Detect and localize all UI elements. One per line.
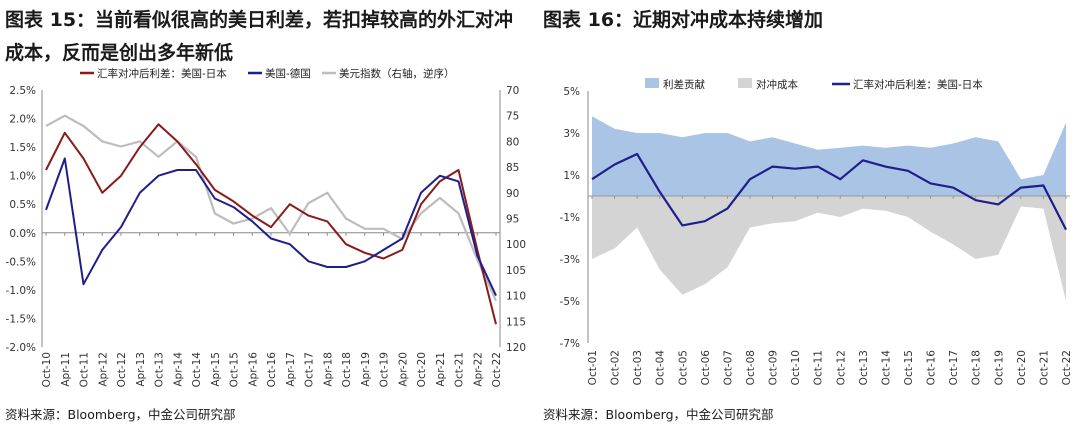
x-tick-label: Apr-16 [247,352,259,387]
x-tick-label: Oct-09 [768,350,780,385]
x-tick-label: Oct-05 [677,350,689,385]
y-tick-label: 5% [563,86,580,98]
x-tick-label: Oct-13 [154,352,166,387]
x-tick-label: Oct-11 [79,352,91,387]
x-tick-label: Oct-15 [903,350,915,385]
y-tick-label: -0.5% [6,256,36,268]
legend-label: 对冲成本 [756,78,798,91]
x-tick-label: Oct-06 [700,350,712,386]
y-tick-label-right: 70 [506,85,519,97]
y-tick-label-right: 95 [506,214,519,226]
y-tick-label: 1.5% [9,142,36,154]
x-tick-label: Oct-14 [880,350,892,386]
y-tick-label: -1.0% [6,285,36,297]
x-tick-label: Oct-21 [454,352,466,387]
y-tick-label: -5% [560,296,580,308]
y-tick-label: 2.5% [9,85,36,97]
y-tick-label: 2.0% [9,114,36,126]
chart-panel-15: 图表 15：当前看似很高的美日利差，若扣掉较高的外汇对冲成本，反而是创出多年新低… [5,9,527,422]
legend-label: 美元指数（右轴，逆序） [339,67,455,80]
y-tick-label-right: 75 [506,111,519,123]
y-tick-label-right: 120 [506,342,526,354]
area-hedge [592,196,1066,301]
x-tick-label: Oct-17 [948,350,960,385]
x-tick-label: Oct-19 [379,352,391,387]
legend-label: 汇率对冲后利差：美国-日本 [853,78,983,91]
y-tick-label: -1% [560,212,580,224]
x-tick-label: Oct-21 [1038,350,1050,385]
x-tick-label: Oct-13 [858,350,870,385]
x-tick-label: Apr-20 [397,352,409,387]
y-tick-label: 0.0% [9,228,36,240]
chart-title: 图表 15：当前看似很高的美日利差，若扣掉较高的外汇对冲成本，反而是创出多年新低 [5,9,514,64]
series-line [591,152,1067,231]
y-tick-label-right: 105 [506,265,526,277]
x-tick-label: Apr-21 [435,352,447,387]
y-tick-label: -3% [560,254,580,266]
x-tick-label: Oct-18 [971,350,983,385]
y-tick-label: -2.0% [6,342,36,354]
x-tick-label: Oct-04 [655,350,667,386]
legend-label: 汇率对冲后利差：美国-日本 [97,67,227,80]
legend-swatch [645,78,659,88]
x-tick-label: Apr-11 [60,352,72,387]
chart-15-svg: 2.5% 2.0% 1.5% 1.0% 0.5% 0.0% -0.5% -1.0% -1.5% -… [6,67,527,388]
x-tick-label: Apr-22 [472,352,484,387]
x-tick-label: Oct-08 [745,350,757,385]
chart-panel-16: 图表 16：近期对冲成本持续增加 5% 3% 1% -1% -3% -5% -7% Oct-0… [540,0,1080,427]
y-tick-label-right: 90 [506,188,519,200]
x-tick-label: Oct-16 [266,352,278,388]
y-tick-label-right: 115 [506,316,526,328]
x-tick-label: Oct-10 [41,352,53,387]
x-tick-label: Apr-14 [172,352,184,387]
x-tick-label: Oct-03 [632,350,644,385]
legend-label: 利差贡献 [663,78,705,91]
x-tick-label: Oct-14 [191,352,203,388]
x-tick-label: Oct-10 [790,350,802,385]
series-line [45,157,497,297]
y-tick-label-right: 100 [506,239,526,251]
source-note: 资料来源：Bloomberg，中金公司研究部 [543,407,774,422]
x-tick-label: Oct-11 [813,350,825,385]
y-tick-label-right: 85 [506,162,519,174]
x-tick-label: Oct-16 [926,350,938,386]
y-tick-label: 1.0% [9,171,36,183]
series-line [45,114,498,302]
area-spread [592,116,1066,196]
source-note: 资料来源：Bloomberg，中金公司研究部 [5,407,236,422]
series-line [45,123,497,325]
x-tick-label: Apr-19 [360,352,372,387]
x-tick-label: Apr-17 [285,352,297,387]
x-tick-label: Oct-20 [416,352,428,387]
chart-16-svg: 5% 3% 1% -1% -3% -5% -7% Oct-01 Oct-02 Oct-03 Oct-… [560,78,1073,386]
x-tick-label: Oct-20 [1016,350,1028,385]
x-tick-label: Apr-13 [135,352,147,387]
x-tick-label: Oct-18 [341,352,353,387]
x-tick-label: Oct-22 [491,352,503,387]
legend-label: 美国-德国 [265,67,311,80]
x-tick-label: Oct-02 [610,350,622,385]
y-tick-label: -1.5% [6,313,36,325]
y-tick-label: 1% [563,170,580,182]
x-tick-label: Oct-07 [722,350,734,385]
x-tick-label: Oct-19 [993,350,1005,385]
x-tick-label: Oct-12 [835,350,847,385]
x-tick-label: Oct-01 [587,350,599,385]
y-tick-label-right: 80 [506,136,519,148]
legend-swatch [738,78,752,88]
chart-title: 图表 16：近期对冲成本持续增加 [543,9,824,31]
y-tick-label: 3% [563,128,580,140]
x-tick-label: Oct-17 [304,352,316,387]
x-tick-label: Apr-15 [210,352,222,387]
y-tick-label-right: 110 [506,291,526,303]
x-tick-label: Apr-12 [97,352,109,387]
y-tick-label: 0.5% [9,199,36,211]
x-tick-label: Oct-12 [116,352,128,387]
x-tick-label: Oct-15 [229,352,241,387]
y-tick-label: -7% [560,338,580,350]
x-tick-label: Apr-18 [322,352,334,387]
x-tick-label: Oct-22 [1061,350,1073,385]
